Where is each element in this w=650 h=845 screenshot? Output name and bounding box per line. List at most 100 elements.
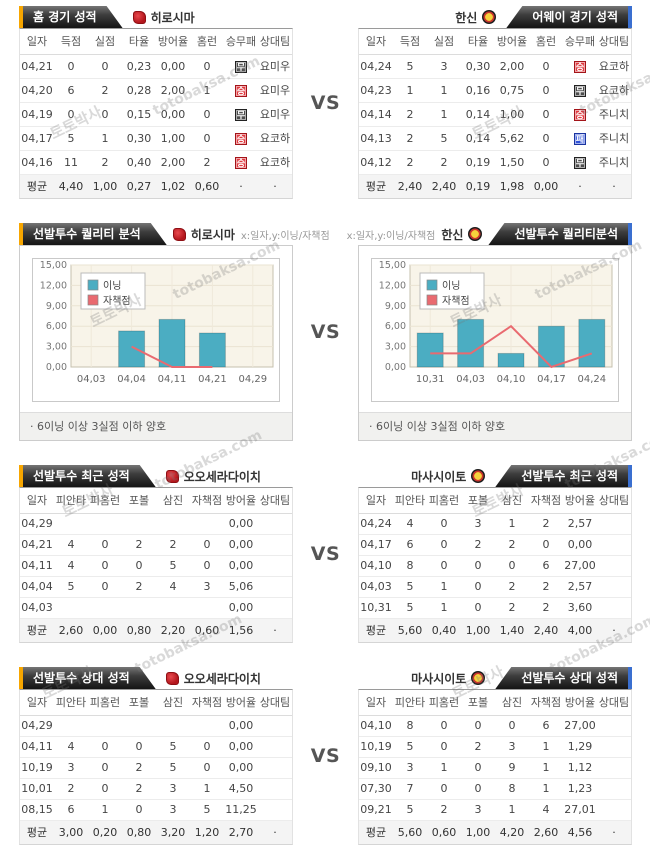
home-record-table: 일자 득점 실점 타율 방어율 홈런 승무패 상대팀 04,21 0 0 0,23 0,00 0 무 요미우 0… (19, 28, 293, 199)
cell: 2 (122, 534, 156, 556)
axis-note: x:일자,y:이닝/자책점 (240, 230, 330, 242)
cell: · (597, 174, 631, 198)
cell: 0 (427, 534, 461, 556)
cell: 0,00 (224, 736, 258, 758)
column-header: 포볼 (122, 690, 156, 716)
cell: 04,21 (20, 54, 54, 79)
table-row: 04,12 2 2 0,19 1,50 0 무 주니치 (359, 150, 631, 175)
svg-text:04,24: 04,24 (577, 374, 606, 385)
hiroshima-quality-chart: 0,00 3,00 6,00 9,00 12,00 15,00 04,03 04,04 04,1… (32, 258, 280, 402)
cell: 4,50 (224, 778, 258, 800)
cell: 5,62 (495, 126, 529, 151)
cell: 0 (88, 778, 122, 800)
cell: 1,98 (495, 174, 529, 198)
cell: 무 (224, 102, 258, 127)
cell: 5 (156, 736, 190, 758)
cell (597, 555, 631, 577)
cell: 04,11 (20, 555, 54, 577)
cell: 요코하 (597, 54, 631, 79)
cell: 2,00 (156, 78, 190, 103)
svg-text:10,31: 10,31 (416, 374, 445, 385)
cell (597, 799, 631, 821)
recent-left-header: 선발투수 최근 성적 오오세라다이치 (19, 465, 293, 487)
cell: 0 (122, 799, 156, 821)
cell: 2,40 (529, 618, 563, 642)
chart-area: 0,00 3,00 6,00 9,00 12,00 15,00 10,31 04,03 04,1… (359, 246, 631, 412)
cell: 10,19 (359, 736, 393, 758)
vs-label: VS (310, 321, 341, 343)
cell: 0 (529, 534, 563, 556)
column-header: 포볼 (122, 488, 156, 514)
cell: 5,60 (393, 618, 427, 642)
column-header: 삼진 (495, 690, 529, 716)
cell: 1 (495, 799, 529, 821)
cell: 0 (190, 757, 224, 779)
cell: 4 (529, 799, 563, 821)
cell: 8 (393, 555, 427, 577)
table-row: 04,29 0,00 (20, 715, 292, 737)
column-header: 홈런 (190, 29, 224, 55)
cell: 5 (393, 576, 427, 598)
cell: 평균 (20, 820, 54, 844)
stats-table: 일자 피안타 피홈런 포볼 삼진 자책점 방어율 상대팀 04,29 0,00 04,21 4 0 2 2 0… (20, 488, 292, 642)
vsopp-left-tab: 선발투수 상대 성적 (19, 667, 156, 689)
section-pitcher-recent: 선발투수 최근 성적 오오세라다이치 일자 피안타 피홈런 포볼 삼진 자책점 방어율 상대팀… (0, 465, 650, 643)
team-name: 히로시마 (190, 227, 235, 242)
table-row: 04,04 5 0 2 4 3 5,06 (20, 576, 292, 598)
cell: 0 (461, 757, 495, 779)
cell: 04,20 (20, 78, 54, 103)
cell: 1 (529, 757, 563, 779)
cell: 무 (224, 54, 258, 79)
column-header: 타율 (122, 29, 156, 55)
cell: 07,30 (359, 778, 393, 800)
cell (597, 778, 631, 800)
cell: 7 (393, 778, 427, 800)
column-header: 일자 (359, 488, 393, 514)
column-header: 삼진 (495, 488, 529, 514)
average-row: 평균 3,00 0,20 0,80 3,20 1,20 2,70 · (20, 820, 292, 844)
cell: 0,00 (156, 102, 190, 127)
cell: 6 (54, 78, 88, 103)
table-row: 04,29 0,00 (20, 513, 292, 535)
cell: 0 (427, 778, 461, 800)
cell: 0 (190, 736, 224, 758)
svg-text:12,00: 12,00 (40, 280, 67, 291)
column-header: 상대팀 (597, 29, 631, 55)
cell: 2 (122, 576, 156, 598)
quality-left-panel: 선발투수 퀄리티 분석 히로시마 x:일자,y:이닝/자책점 0,00 3,00 6… (19, 223, 330, 441)
cell (597, 757, 631, 779)
column-header: 자책점 (529, 488, 563, 514)
cell (258, 778, 292, 800)
table-row: 09,21 5 2 3 1 4 27,01 (359, 799, 631, 821)
cell: 2,60 (529, 820, 563, 844)
cell (122, 597, 156, 619)
cell: 04,04 (20, 576, 54, 598)
svg-text:04,21: 04,21 (198, 374, 227, 385)
stats-table: 일자 득점 실점 타율 방어율 홈런 승무패 상대팀 04,24 5 3 0,30 2,00 0 승 요코하 0… (359, 29, 631, 198)
tab-label: 선발투수 퀄리티 분석 (33, 227, 141, 241)
svg-text:04,10: 04,10 (497, 374, 526, 385)
svg-text:04,17: 04,17 (537, 374, 566, 385)
cell: 요미우 (258, 78, 292, 103)
cell: 1 (427, 597, 461, 619)
pitcher-name: 오오세라다이치 (183, 469, 261, 484)
cell: 0,20 (88, 820, 122, 844)
cell: 04,29 (20, 513, 54, 535)
column-header: 일자 (20, 488, 54, 514)
vsopp-right-table: 일자 피안타 피홈런 포볼 삼진 자책점 방어율 상대팀 04,10 8 0 0 0 6 27,00 10,1… (358, 689, 632, 845)
cell: 0,28 (122, 78, 156, 103)
column-header: 일자 (20, 690, 54, 716)
svg-text:3,00: 3,00 (46, 342, 67, 353)
chart-note: · 6이닝 이상 3실점 이하 양호 (20, 412, 292, 440)
cell: 1,00 (461, 618, 495, 642)
cell: 0,60 (190, 618, 224, 642)
cell: 0 (427, 715, 461, 737)
pitcher-name: 오오세라다이치 (183, 671, 261, 686)
cell: 04,23 (359, 78, 393, 103)
cell (54, 597, 88, 619)
cell: 0,14 (461, 102, 495, 127)
pitcher-name: 마사시이토 (411, 469, 467, 484)
chart-note: · 6이닝 이상 3실점 이하 양호 (359, 412, 631, 440)
column-header: 실점 (88, 29, 122, 55)
